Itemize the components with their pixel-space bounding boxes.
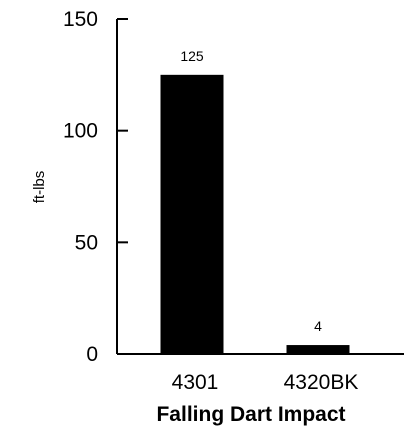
x-category-label: 4320BK (284, 371, 359, 394)
y-tick-label: 0 (86, 343, 98, 366)
bar-4301 (160, 74, 224, 354)
data-label: 4 (314, 318, 322, 334)
y-tick-label: 100 (63, 120, 98, 143)
x-category-label: 4301 (172, 371, 219, 394)
bar-4320BK (286, 345, 350, 354)
labels: 4301 125 4320BK 4 (172, 48, 359, 394)
y-axis-title: ft-lbs (31, 171, 48, 204)
y-tick-label: 50 (75, 231, 98, 254)
data-label: 125 (180, 48, 204, 64)
bars (160, 74, 350, 354)
axes: 0 50 100 150 (63, 8, 404, 366)
y-tick-label: 150 (63, 8, 98, 31)
x-axis-title: Falling Dart Impact (156, 403, 345, 426)
